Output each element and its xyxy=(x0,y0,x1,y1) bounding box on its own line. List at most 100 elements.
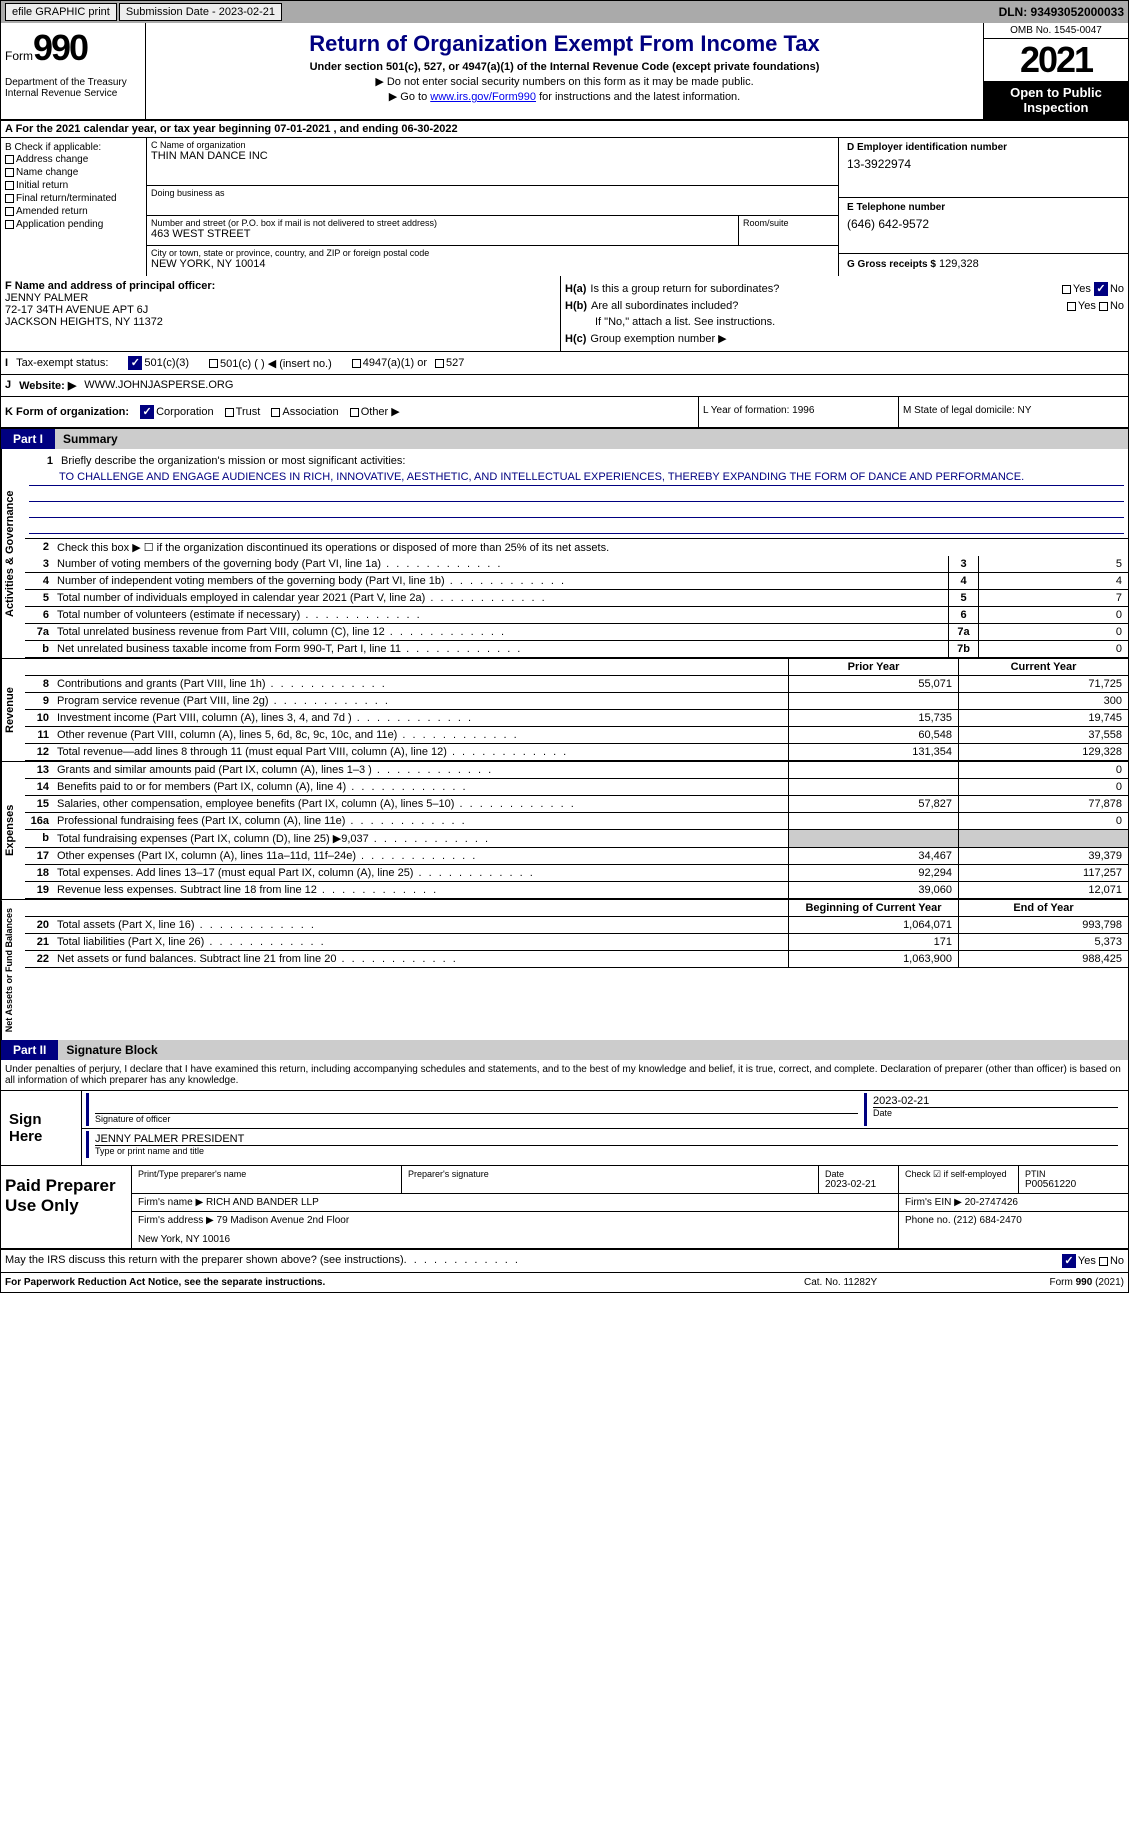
part2-label: Part II xyxy=(1,1040,58,1060)
warn2: ▶ Go to www.irs.gov/Form990 for instruct… xyxy=(150,90,979,103)
footer-left: For Paperwork Reduction Act Notice, see … xyxy=(5,1277,804,1288)
firm-phone: (212) 684-2470 xyxy=(953,1215,1021,1226)
officer-name: JENNY PALMER xyxy=(5,292,556,304)
officer-addr2: JACKSON HEIGHTS, NY 11372 xyxy=(5,316,556,328)
current-header: Current Year xyxy=(958,659,1128,675)
firm-name-label: Firm's name ▶ xyxy=(138,1197,203,1208)
calendar-year: A For the 2021 calendar year, or tax yea… xyxy=(1,121,1128,138)
website-text: Website: ▶ xyxy=(19,379,76,392)
street-label: Number and street (or P.O. box if mail i… xyxy=(151,218,734,228)
form-header: Form 990 Department of the Treasury Inte… xyxy=(1,23,1128,121)
sig-officer-label: Signature of officer xyxy=(95,1113,858,1124)
chk-pending[interactable]: Application pending xyxy=(5,218,142,231)
mission-label: Briefly describe the organization's miss… xyxy=(57,453,409,469)
firm-addr-label: Firm's address ▶ xyxy=(138,1215,214,1226)
part2-title: Signature Block xyxy=(58,1040,1128,1060)
check-self-label: Check ☑ if self-employed xyxy=(905,1169,1012,1180)
print-label: Print/Type preparer's name xyxy=(138,1169,395,1179)
part1-header: Part I Summary xyxy=(1,429,1128,449)
chk-address[interactable]: Address change xyxy=(5,153,142,166)
ha-label: H(a) xyxy=(565,283,586,295)
paid-label: Paid Preparer Use Only xyxy=(1,1166,131,1248)
inspection-notice: Open to Public Inspection xyxy=(984,81,1128,119)
section-b-c-d: B Check if applicable: Address change Na… xyxy=(1,138,1128,276)
sign-here-label: Sign Here xyxy=(1,1091,81,1165)
omb-number: OMB No. 1545-0047 xyxy=(984,23,1128,39)
expense-row: 17Other expenses (Part IX, column (A), l… xyxy=(25,848,1128,865)
hc-text: Group exemption number ▶ xyxy=(590,332,726,345)
submission-button[interactable]: Submission Date - 2023-02-21 xyxy=(119,3,282,21)
line2-text: Check this box ▶ ☐ if the organization d… xyxy=(53,539,1128,556)
org-name-label: C Name of organization xyxy=(151,140,834,150)
dba-label: Doing business as xyxy=(151,188,834,198)
footer-right: Form 990 (2021) xyxy=(964,1277,1124,1288)
trust-label: Trust xyxy=(236,406,261,418)
revenue-row: 8Contributions and grants (Part VIII, li… xyxy=(25,676,1128,693)
revenue-section: Revenue Prior Year Current Year 8Contrib… xyxy=(1,658,1128,761)
expense-row: 15Salaries, other compensation, employee… xyxy=(25,796,1128,813)
revenue-row: 12Total revenue—add lines 8 through 11 (… xyxy=(25,744,1128,761)
no-text: No xyxy=(1110,283,1124,295)
paid-date: 2023-02-21 xyxy=(825,1179,892,1190)
website-value: WWW.JOHNJASPERSE.ORG xyxy=(84,379,233,392)
expense-row: 19Revenue less expenses. Subtract line 1… xyxy=(25,882,1128,899)
irs-link[interactable]: www.irs.gov/Form990 xyxy=(430,91,536,103)
ha-text: Is this a group return for subordinates? xyxy=(590,283,779,295)
warn2-post: for instructions and the latest informat… xyxy=(536,91,740,103)
city-value: NEW YORK, NY 10014 xyxy=(151,258,834,270)
netassets-section: Net Assets or Fund Balances Beginning of… xyxy=(1,899,1128,1040)
firm-name: RICH AND BANDER LLP xyxy=(206,1197,319,1208)
vert-activities: Activities & Governance xyxy=(1,449,25,658)
gross-value: 129,328 xyxy=(939,258,979,270)
prior-header: Prior Year xyxy=(788,659,958,675)
expenses-section: Expenses 13Grants and similar amounts pa… xyxy=(1,761,1128,899)
activities-governance: Activities & Governance 1 Briefly descri… xyxy=(1,449,1128,658)
netassets-row: 21Total liabilities (Part X, line 26)171… xyxy=(25,934,1128,951)
chk-final[interactable]: Final return/terminated xyxy=(5,192,142,205)
form-org-label: K Form of organization: xyxy=(5,406,129,418)
summary-row: 4Number of independent voting members of… xyxy=(25,573,1128,590)
top-bar: efile GRAPHIC print Submission Date - 20… xyxy=(1,1,1128,23)
org-name: THIN MAN DANCE INC xyxy=(151,150,834,162)
expense-row: 14Benefits paid to or for members (Part … xyxy=(25,779,1128,796)
website-j: J xyxy=(5,379,11,392)
expense-row: bTotal fundraising expenses (Part IX, co… xyxy=(25,830,1128,848)
prep-sig-label: Preparer's signature xyxy=(408,1169,812,1179)
527: 527 xyxy=(446,357,464,369)
sign-name-label: Type or print name and title xyxy=(95,1145,1118,1156)
4947: 4947(a)(1) or xyxy=(363,357,427,369)
footer: For Paperwork Reduction Act Notice, see … xyxy=(1,1273,1128,1292)
form-label: Form xyxy=(5,49,33,63)
tax-status-text: Tax-exempt status: xyxy=(16,357,108,369)
revenue-row: 10Investment income (Part VIII, column (… xyxy=(25,710,1128,727)
netassets-row: 22Net assets or fund balances. Subtract … xyxy=(25,951,1128,968)
ptin-value: P00561220 xyxy=(1025,1179,1122,1190)
firm-addr1: 79 Madison Avenue 2nd Floor xyxy=(217,1215,350,1226)
revenue-row: 11Other revenue (Part VIII, column (A), … xyxy=(25,727,1128,744)
efile-button[interactable]: efile GRAPHIC print xyxy=(5,3,117,21)
sign-section: Sign Here Signature of officer 2023-02-2… xyxy=(1,1091,1128,1166)
year-formation: L Year of formation: 1996 xyxy=(698,397,898,427)
form-title: Return of Organization Exempt From Incom… xyxy=(150,31,979,57)
chk-amended[interactable]: Amended return xyxy=(5,205,142,218)
vert-expenses: Expenses xyxy=(1,762,25,899)
netassets-row: 20Total assets (Part X, line 16)1,064,07… xyxy=(25,917,1128,934)
gross-label: G Gross receipts $ xyxy=(847,259,936,270)
ein-label: D Employer identification number xyxy=(847,142,1120,153)
check-b-label: B Check if applicable: xyxy=(5,142,142,153)
ein-value: 13-3922974 xyxy=(847,153,1120,175)
part2-header: Part II Signature Block xyxy=(1,1040,1128,1060)
chk-name[interactable]: Name change xyxy=(5,166,142,179)
sign-date-label: Date xyxy=(873,1107,1118,1118)
paid-date-label: Date xyxy=(825,1169,892,1179)
chk-initial[interactable]: Initial return xyxy=(5,179,142,192)
footer-mid: Cat. No. 11282Y xyxy=(804,1277,964,1288)
room-label: Room/suite xyxy=(743,218,834,228)
officer-addr1: 72-17 34TH AVENUE APT 6J xyxy=(5,304,556,316)
summary-row: 6Total number of volunteers (estimate if… xyxy=(25,607,1128,624)
hb-label: H(b) xyxy=(565,300,587,312)
begin-header: Beginning of Current Year xyxy=(788,900,958,916)
sign-date: 2023-02-21 xyxy=(873,1095,1118,1107)
warn1: ▶ Do not enter social security numbers o… xyxy=(150,75,979,88)
summary-row: bNet unrelated business taxable income f… xyxy=(25,641,1128,658)
